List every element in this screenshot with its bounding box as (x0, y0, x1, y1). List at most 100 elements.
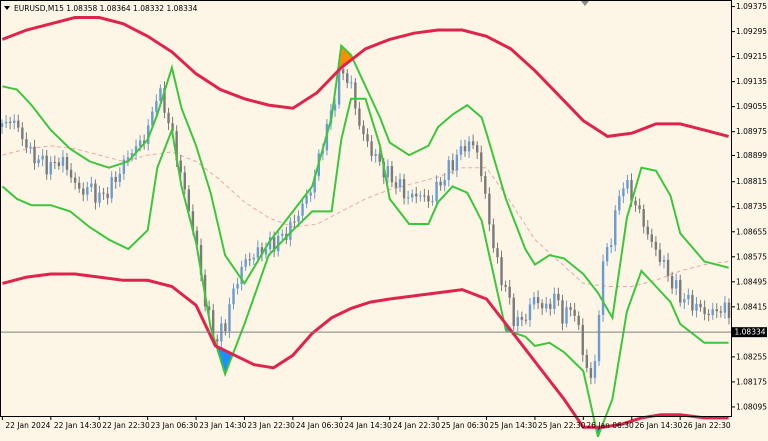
current-price-tag (732, 327, 767, 338)
candle-body (646, 226, 649, 235)
candle-body (431, 200, 434, 202)
candle-body (605, 246, 609, 262)
candle-body (577, 315, 580, 325)
candle-body (45, 155, 48, 175)
x-tick-label: 26 Jan 06:30 (586, 421, 634, 430)
candle-body (390, 166, 394, 183)
chart-shift-marker-icon[interactable] (581, 1, 589, 6)
candle-body (240, 266, 243, 285)
candle-body (73, 177, 77, 183)
current-price-label: 1.08334 (735, 328, 766, 337)
dropdown-triangle-icon[interactable] (4, 6, 10, 10)
y-tick-label: 1.08175 (736, 377, 767, 386)
candle-body (398, 179, 402, 188)
candle-body (293, 221, 296, 223)
candle-body (435, 181, 438, 201)
y-tick-label: 1.08095 (736, 402, 767, 411)
candle-body (244, 259, 247, 267)
candle-body (609, 245, 613, 247)
candle-body (25, 139, 28, 148)
x-tick-label: 26 Jan 22:30 (683, 421, 731, 430)
candle-body (475, 145, 479, 153)
y-tick-label: 1.08575 (736, 252, 767, 261)
candle-body (77, 182, 81, 189)
candle-body (276, 235, 280, 252)
candle-body (516, 317, 519, 326)
candle-body (354, 82, 357, 109)
candle-body (723, 302, 727, 313)
y-tick-label: 1.08655 (736, 227, 767, 236)
candle-body (622, 188, 625, 197)
candle-body (289, 221, 292, 240)
candle-body (313, 176, 316, 193)
candle-body (467, 141, 471, 152)
candle-body (179, 160, 182, 173)
candle-body (17, 120, 20, 128)
candle-body (670, 276, 674, 289)
candle-body (130, 153, 134, 158)
candle-body (256, 247, 260, 258)
candle-body (674, 280, 678, 289)
candle-body (49, 162, 52, 175)
inner-upper-band (2, 43, 729, 321)
candle-body (585, 354, 589, 369)
y-tick-label: 1.08899 (736, 151, 767, 160)
candle-body (691, 294, 694, 311)
candle-body (362, 125, 365, 135)
candle-body (126, 157, 130, 160)
candle-body (301, 203, 304, 216)
candle-body (427, 195, 430, 202)
candle-body (658, 249, 662, 262)
candle-body (419, 195, 422, 197)
candle-body (297, 215, 300, 222)
candle-body (638, 205, 641, 210)
candle-body (443, 179, 446, 186)
x-tick-label: 24 Jan 14:30 (344, 421, 392, 430)
candle-body (512, 297, 515, 326)
y-tick-label: 1.09295 (736, 27, 767, 36)
candle-body (500, 257, 503, 285)
candle-body (415, 193, 418, 197)
candle-body (65, 156, 69, 170)
candle-body (553, 293, 556, 309)
candle-body (41, 155, 44, 160)
candle-body (159, 88, 162, 102)
y-tick-label: 1.09375 (736, 2, 767, 11)
candle-body (252, 257, 256, 260)
x-tick-label: 23 Jan 14:30 (199, 421, 247, 430)
candle-body (21, 127, 24, 140)
outer-lower-band (2, 272, 729, 429)
candle-body (94, 183, 97, 203)
candle-body (281, 233, 284, 236)
candle-body (98, 192, 101, 203)
x-tick-label: 25 Jan 22:30 (538, 421, 586, 430)
y-tick-label: 1.09055 (736, 102, 767, 111)
candle-body (386, 166, 390, 178)
candle-body (561, 300, 564, 324)
candle-body (711, 309, 714, 316)
candle-body (138, 140, 142, 147)
candle-body (699, 303, 702, 308)
candle-body (0, 123, 4, 127)
candle-body (480, 152, 483, 177)
plot-frame (0, 0, 732, 417)
y-tick-label: 1.08815 (736, 177, 767, 186)
candle-body (662, 259, 666, 262)
candle-body (687, 294, 690, 300)
candle-body (191, 211, 195, 231)
candle-body (57, 162, 61, 166)
candle-body (147, 125, 150, 144)
candle-body (447, 160, 450, 180)
candle-body (703, 307, 706, 314)
candle-body (508, 286, 511, 298)
candle-body (557, 293, 560, 301)
candle-body (650, 234, 654, 242)
y-tick-label: 1.08975 (736, 127, 767, 136)
y-tick-label: 1.08495 (736, 277, 767, 286)
candle-body (272, 237, 276, 252)
candle-body (484, 176, 487, 194)
candle-body (727, 302, 731, 318)
candle-body (626, 180, 629, 189)
